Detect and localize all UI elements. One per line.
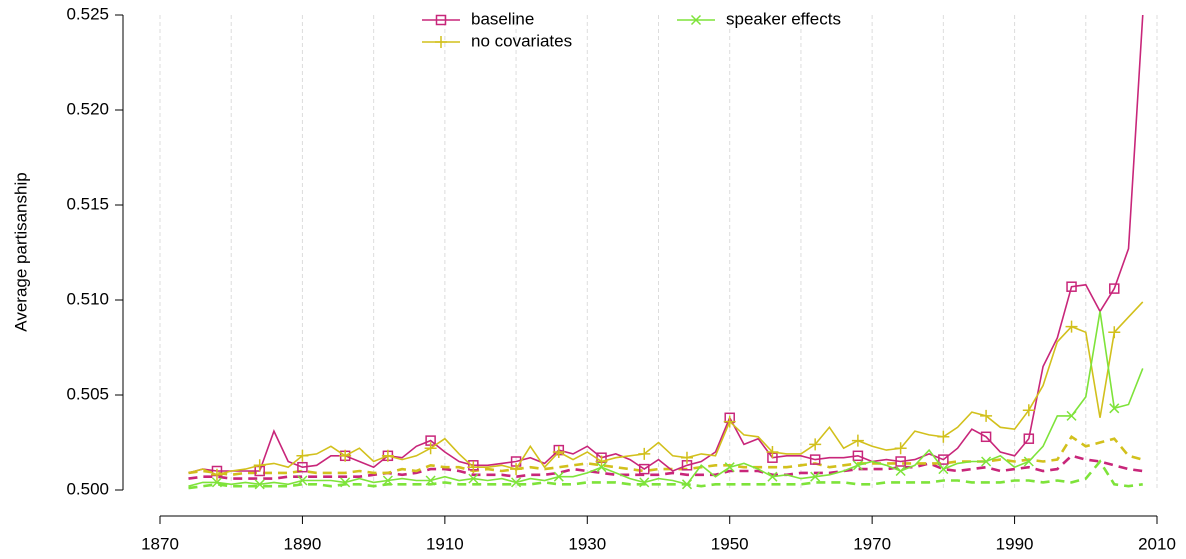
marker — [596, 462, 607, 473]
marker — [851, 434, 864, 447]
marker — [938, 454, 949, 465]
marker — [981, 456, 992, 467]
marker — [895, 456, 906, 467]
marker — [382, 475, 393, 486]
marker — [852, 450, 864, 462]
marker — [723, 415, 736, 428]
marker — [595, 455, 608, 468]
series-line — [188, 14, 1144, 474]
marker — [810, 471, 821, 482]
marker — [1109, 403, 1120, 414]
x-tick-label: 1950 — [711, 534, 749, 553]
series-line — [188, 301, 1144, 476]
marker — [467, 461, 480, 474]
marker — [210, 468, 223, 481]
marker — [980, 409, 993, 422]
marker — [296, 449, 309, 462]
y-tick-label: 0.500 — [66, 479, 109, 498]
marker — [639, 477, 650, 488]
marker — [1023, 433, 1035, 444]
y-tick-label: 0.520 — [66, 99, 109, 118]
marker — [340, 477, 351, 488]
marker — [766, 446, 779, 458]
legend: baseline no covariates speaker effects — [422, 9, 841, 50]
y-tick-label: 0.525 — [66, 4, 109, 23]
marker — [510, 463, 523, 476]
legend-label: speaker effects — [726, 9, 841, 28]
marker — [895, 465, 906, 477]
series-line — [188, 311, 1144, 487]
marker — [381, 449, 394, 462]
x-tick-label: 1990 — [996, 534, 1034, 553]
marker — [1022, 404, 1035, 417]
marker — [297, 475, 308, 486]
marker — [468, 473, 479, 484]
marker — [425, 475, 436, 486]
marker — [852, 460, 863, 471]
marker — [1066, 281, 1077, 292]
marker — [724, 462, 735, 473]
marker — [1023, 456, 1034, 467]
marker — [211, 477, 223, 488]
marker — [297, 461, 308, 473]
marker — [552, 446, 565, 458]
series-line — [188, 459, 1143, 490]
marker — [1108, 326, 1121, 339]
marker — [1109, 283, 1120, 294]
y-tick-label: 0.515 — [66, 194, 109, 213]
marker — [435, 36, 447, 48]
marker — [1065, 320, 1078, 333]
marker — [809, 454, 821, 465]
y-tick-label: 0.505 — [66, 384, 109, 403]
marker — [435, 14, 447, 26]
series-line — [188, 454, 1143, 480]
x-tick-label: 1910 — [426, 534, 464, 553]
marker — [894, 442, 907, 455]
y-axis-label: Average partisanship — [11, 172, 30, 331]
marker — [553, 471, 564, 482]
legend-label: no covariates — [471, 31, 572, 50]
x-tick-label: 1970 — [853, 534, 891, 553]
marker — [690, 14, 702, 26]
marker — [937, 430, 950, 443]
marker — [767, 471, 778, 482]
x-tick-label: 1870 — [141, 534, 179, 553]
marker — [1066, 410, 1077, 421]
marker — [638, 447, 651, 460]
marker — [639, 463, 650, 475]
marker — [339, 449, 352, 462]
marker — [511, 477, 522, 488]
marker — [938, 464, 949, 475]
marker — [680, 451, 693, 464]
marker — [681, 479, 693, 490]
marker — [424, 442, 437, 455]
legend-label: baseline — [471, 9, 534, 28]
marker — [254, 479, 265, 490]
marker — [253, 459, 266, 472]
x-tick-label: 1930 — [568, 534, 606, 553]
y-tick-label: 0.510 — [66, 289, 109, 308]
marker — [980, 431, 992, 443]
x-tick-label: 1890 — [284, 534, 322, 553]
x-tick-label: 2010 — [1138, 534, 1176, 553]
marker — [809, 438, 822, 451]
